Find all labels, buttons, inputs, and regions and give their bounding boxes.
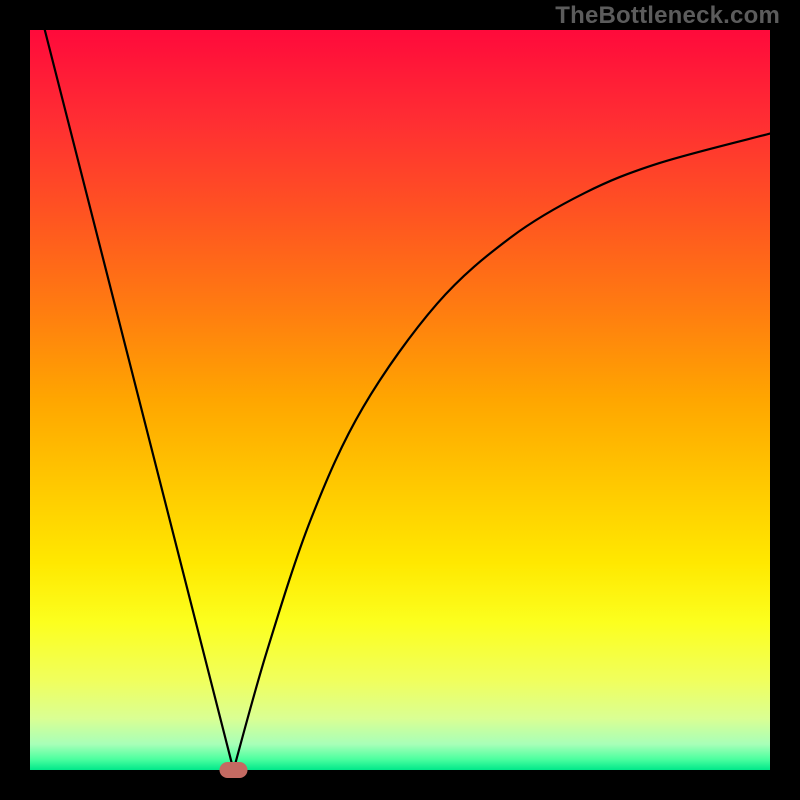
minimum-marker [220, 762, 248, 778]
chart-container: TheBottleneck.com [0, 0, 800, 800]
watermark-text: TheBottleneck.com [555, 2, 780, 30]
chart-svg [0, 0, 800, 800]
plot-area [30, 30, 770, 770]
